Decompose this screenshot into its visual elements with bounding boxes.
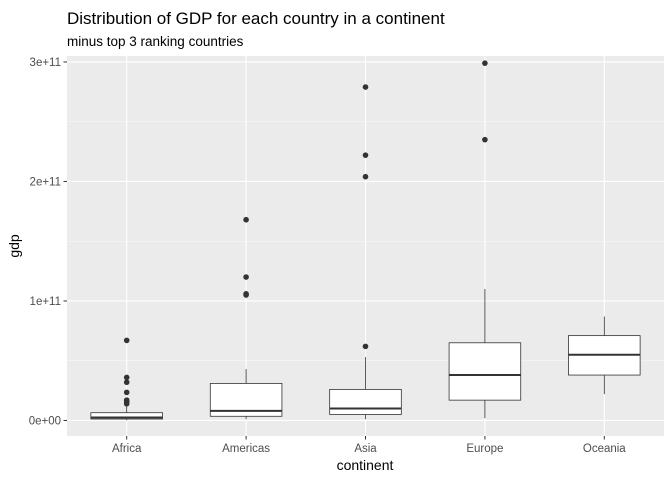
box-europe (448, 60, 522, 419)
outlier-point (482, 136, 488, 143)
outlier-point (362, 343, 369, 350)
chart-subtitle: minus top 3 ranking countries (67, 34, 244, 49)
iqr-box (90, 412, 163, 420)
outlier-point (482, 60, 488, 66)
outlier-point (123, 389, 130, 396)
x-axis-title: continent (337, 457, 394, 473)
x-tick-label: Africa (112, 443, 142, 455)
x-tick-label: Oceania (583, 443, 626, 455)
outlier-point (123, 374, 130, 381)
outlier-point (362, 84, 369, 90)
y-axis-title: gdp (6, 234, 22, 258)
y-tick-label: 1e+11 (30, 296, 61, 308)
iqr-box (329, 388, 402, 415)
outlier-point (362, 152, 369, 158)
boxes (90, 60, 641, 421)
outlier-point (362, 173, 369, 180)
iqr-box (448, 342, 522, 401)
box-oceania (568, 316, 641, 395)
box-asia (329, 84, 402, 420)
y-axis: 0e+00 1e+11 2e+11 3e+11 (29, 57, 67, 427)
chart-title: Distribution of GDP for each country in … (67, 9, 445, 28)
outlier-point (243, 274, 249, 280)
outlier-point (123, 397, 130, 403)
box-americas (209, 216, 283, 420)
y-tick-label: 3e+11 (30, 57, 61, 69)
x-tick-label: Asia (354, 443, 377, 455)
box-africa (90, 337, 163, 421)
y-tick-label: 2e+11 (30, 176, 61, 188)
outlier-point (243, 216, 249, 223)
x-tick-label: Europe (466, 443, 503, 455)
outlier-point (123, 337, 130, 344)
y-tick-label: 0e+00 (29, 415, 61, 427)
outlier-point (123, 379, 130, 386)
x-axis: Africa Americas Asia Europe Oceania (112, 436, 626, 455)
outlier-point (243, 290, 249, 297)
x-tick-label: Americas (222, 443, 270, 455)
